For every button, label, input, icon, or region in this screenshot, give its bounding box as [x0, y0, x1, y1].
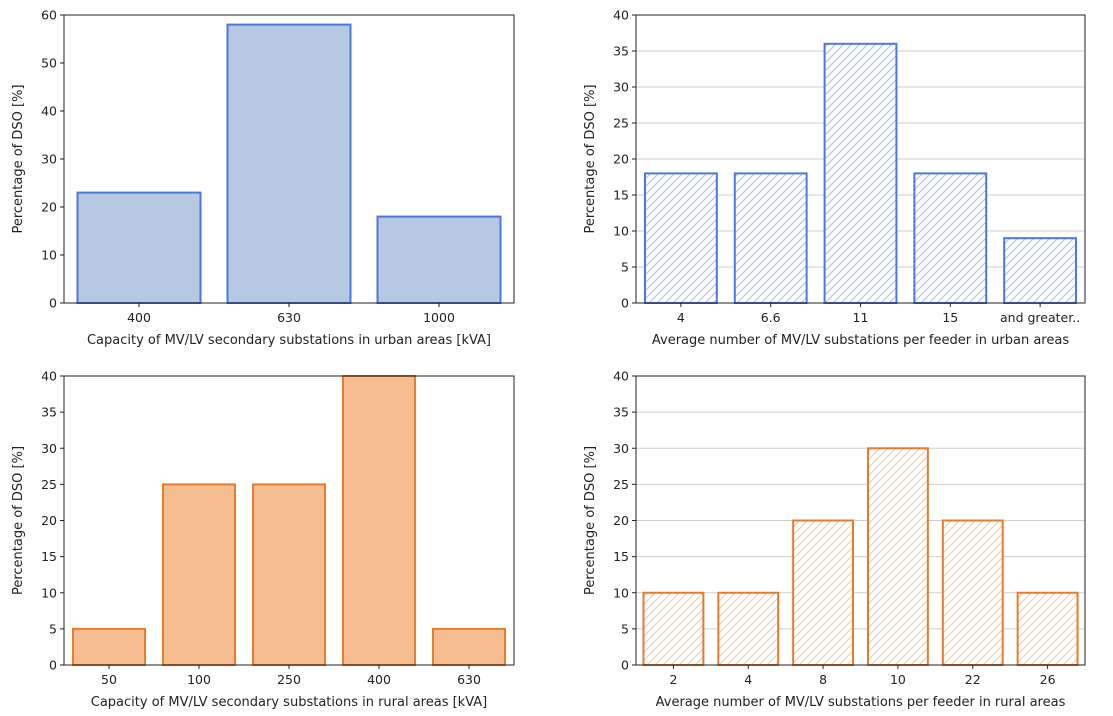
x-tick-label: 15: [942, 310, 958, 325]
y-tick-label: 15: [613, 188, 629, 203]
bar-26: [1016, 591, 1079, 666]
bar-8: [792, 519, 855, 666]
y-tick-label: 25: [613, 477, 629, 492]
bar-50: [72, 627, 146, 666]
bar-6-6: [733, 172, 808, 304]
y-tick-label: 30: [613, 80, 629, 95]
bar-1000: [376, 215, 502, 305]
x-tick-label: 630: [457, 672, 481, 687]
y-tick-label: 15: [613, 549, 629, 564]
x-tick-label: 4: [744, 672, 752, 687]
x-tick-label: 1000: [423, 310, 455, 325]
y-tick-label: 20: [41, 513, 57, 528]
chart-4: 2 4 8 10 22 26 0 5 10 15 20 25 30 35 40 Average number …: [583, 369, 1086, 710]
y-tick-label: 35: [41, 405, 57, 420]
bar-630: [432, 627, 506, 666]
x-tick-label: 400: [127, 310, 151, 325]
x-axis-label: Capacity of MV/LV secondary substations …: [87, 333, 491, 348]
bar-100: [162, 483, 236, 666]
y-tick-label: 0: [49, 296, 57, 311]
y-tick-label: 60: [41, 8, 57, 23]
x-tick-label: 11: [853, 310, 869, 325]
y-tick-label: 5: [621, 260, 629, 275]
y-tick-label: 20: [613, 152, 629, 167]
bar-630: [226, 23, 352, 304]
bar-4: [717, 591, 780, 666]
y-tick-label: 40: [613, 8, 629, 23]
y-tick-label: 20: [613, 513, 629, 528]
y-tick-label: 35: [613, 405, 629, 420]
x-tick-label: 10: [890, 672, 906, 687]
y-tick-label: 5: [621, 621, 629, 636]
x-tick-label: 26: [1040, 672, 1056, 687]
x-tick-label: 250: [277, 672, 301, 687]
y-tick-label: 35: [613, 44, 629, 59]
x-axis-label: Capacity of MV/LV secondary substations …: [91, 695, 488, 710]
x-tick-label: 400: [367, 672, 391, 687]
bar-and-greater-: [1003, 237, 1078, 304]
y-tick-label: 50: [41, 56, 57, 71]
bar-250: [252, 483, 326, 666]
x-tick-label: 22: [965, 672, 981, 687]
y-tick-label: 25: [41, 477, 57, 492]
x-tick-label: 100: [187, 672, 211, 687]
y-tick-label: 10: [41, 248, 57, 263]
y-tick-label: 0: [49, 658, 57, 673]
y-tick-label: 20: [41, 200, 57, 215]
y-axis-label: Percentage of DSO [%]: [11, 84, 26, 233]
y-axis-label: Percentage of DSO [%]: [11, 446, 26, 595]
x-tick-label: 50: [101, 672, 117, 687]
y-tick-label: 0: [621, 296, 629, 311]
y-tick-label: 25: [613, 116, 629, 131]
y-tick-label: 30: [41, 441, 57, 456]
y-tick-label: 30: [41, 152, 57, 167]
y-tick-label: 5: [49, 621, 57, 636]
bar-15: [913, 172, 988, 304]
bar-2: [642, 591, 705, 666]
bar-400: [342, 375, 416, 666]
y-tick-label: 40: [41, 369, 57, 384]
x-axis-label: Average number of MV/LV substations per …: [656, 695, 1066, 710]
x-axis-label: Average number of MV/LV substations per …: [652, 333, 1069, 348]
y-tick-label: 40: [613, 369, 629, 384]
x-tick-label: 4: [677, 310, 685, 325]
y-tick-label: 10: [41, 585, 57, 600]
y-tick-label: 0: [621, 658, 629, 673]
bar-10: [866, 447, 929, 666]
chart-1: 400 630 1000 0 10 20 30 40 50 60 Capacity of MV/LV…: [11, 8, 515, 348]
y-tick-label: 40: [41, 104, 57, 119]
x-tick-label: 6.6: [761, 310, 781, 325]
y-tick-label: 10: [613, 224, 629, 239]
y-axis-label: Percentage of DSO [%]: [583, 446, 598, 595]
bar-400: [76, 191, 202, 305]
y-tick-label: 15: [41, 549, 57, 564]
x-tick-label: 630: [277, 310, 301, 325]
x-tick-label: 2: [669, 672, 677, 687]
y-axis-label: Percentage of DSO [%]: [583, 84, 598, 233]
y-tick-label: 10: [613, 585, 629, 600]
y-tick-label: 30: [613, 441, 629, 456]
x-tick-label: 8: [819, 672, 827, 687]
chart-2: 4 6.6 11 15 and greater.. 0 5 10 15 20 25 30 35 40 Ave…: [583, 8, 1086, 348]
x-tick-label: and greater..: [1000, 310, 1080, 325]
chart-3: 50 100 250 400 630 0 5 10 15 20 25 30 35 40 Capacity o…: [11, 369, 515, 710]
bar-11: [823, 42, 898, 305]
bar-4: [643, 172, 718, 304]
bar-22: [941, 519, 1004, 666]
